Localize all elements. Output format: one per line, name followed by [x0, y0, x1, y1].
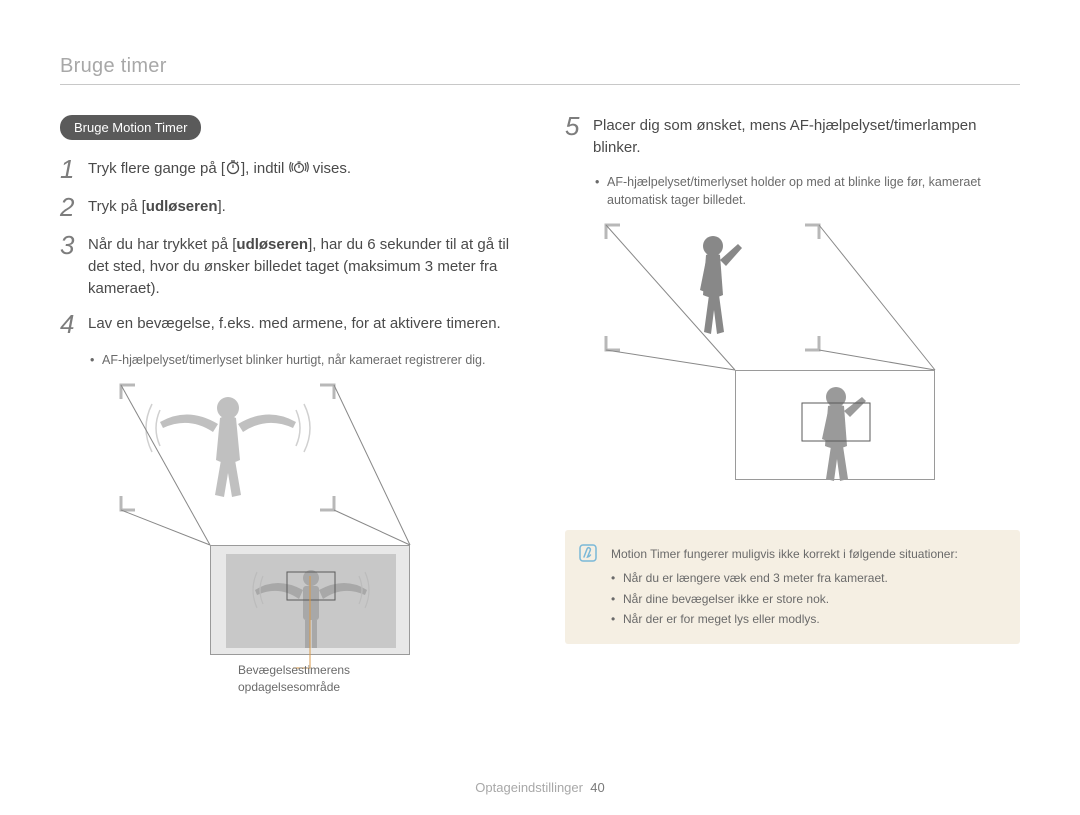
step-1: 1 Tryk flere gange på [ ], indtil vises. [60, 158, 515, 182]
illustration-left: Bevægelsestimerens opdagelsesområde [60, 380, 515, 680]
step-body: Tryk på [udløseren]. [88, 196, 515, 218]
right-column: 5 Placer dig som ønsket, mens AF-hjælpel… [565, 115, 1020, 680]
text: Når du har trykket på [ [88, 236, 236, 253]
text: Tryk på [ [88, 198, 146, 215]
timer-icon [225, 159, 241, 182]
left-column: Bruge Motion Timer 1 Tryk flere gange på… [60, 115, 515, 680]
section-pill: Bruge Motion Timer [60, 115, 201, 140]
step-number: 4 [60, 311, 78, 337]
inset-pose [735, 370, 935, 480]
info-item: Når der er for meget lys eller modlys. [611, 609, 1004, 629]
step-4-bullet: AF-hjælpelyset/timerlyset blinker hurtig… [90, 351, 515, 370]
step-number: 3 [60, 232, 78, 258]
info-list: Når du er længere væk end 3 meter fra ka… [611, 568, 1004, 629]
caption-detection-range: Bevægelsestimerens opdagelsesområde [238, 662, 350, 696]
text-bold: udløseren [236, 236, 308, 253]
text: ], indtil [241, 160, 289, 177]
info-heading: Motion Timer fungerer muligvis ikke korr… [611, 544, 1004, 564]
step-body: Lav en bevægelse, f.eks. med armene, for… [88, 313, 515, 335]
text: vises. [309, 160, 352, 177]
info-item: Når dine bevægelser ikke er store nok. [611, 589, 1004, 609]
motion-timer-icon [289, 159, 309, 182]
footer-section: Optageindstillinger [475, 780, 583, 795]
step-5-bullet: AF-hjælpelyset/timerlyset holder op med … [595, 173, 1020, 211]
info-item: Når du er længere væk end 3 meter fra ka… [611, 568, 1004, 588]
step-5: 5 Placer dig som ønsket, mens AF-hjælpel… [565, 115, 1020, 159]
step-number: 2 [60, 194, 78, 220]
caption-line: opdagelsesområde [238, 679, 350, 696]
step-number: 1 [60, 156, 78, 182]
illustration-right [565, 220, 1020, 500]
step-2: 2 Tryk på [udløseren]. [60, 196, 515, 220]
page-title: Bruge timer [60, 55, 1020, 85]
note-icon [579, 544, 597, 562]
page-number: 40 [590, 780, 604, 795]
step-body: Når du har trykket på [udløseren], har d… [88, 234, 515, 299]
step-number: 5 [565, 113, 583, 139]
step-3: 3 Når du har trykket på [udløseren], har… [60, 234, 515, 299]
info-box: Motion Timer fungerer muligvis ikke korr… [565, 530, 1020, 644]
inset-detection [210, 545, 410, 655]
text-bold: udløseren [146, 198, 218, 215]
step-4: 4 Lav en bevægelse, f.eks. med armene, f… [60, 313, 515, 337]
text: Tryk flere gange på [ [88, 160, 225, 177]
content-columns: Bruge Motion Timer 1 Tryk flere gange på… [60, 115, 1020, 680]
step-body: Tryk flere gange på [ ], indtil vises. [88, 158, 515, 182]
caption-line: Bevægelsestimerens [238, 662, 350, 679]
text: ]. [217, 198, 225, 215]
step-body: Placer dig som ønsket, mens AF-hjælpelys… [593, 115, 1020, 159]
page-footer: Optageindstillinger 40 [0, 780, 1080, 795]
